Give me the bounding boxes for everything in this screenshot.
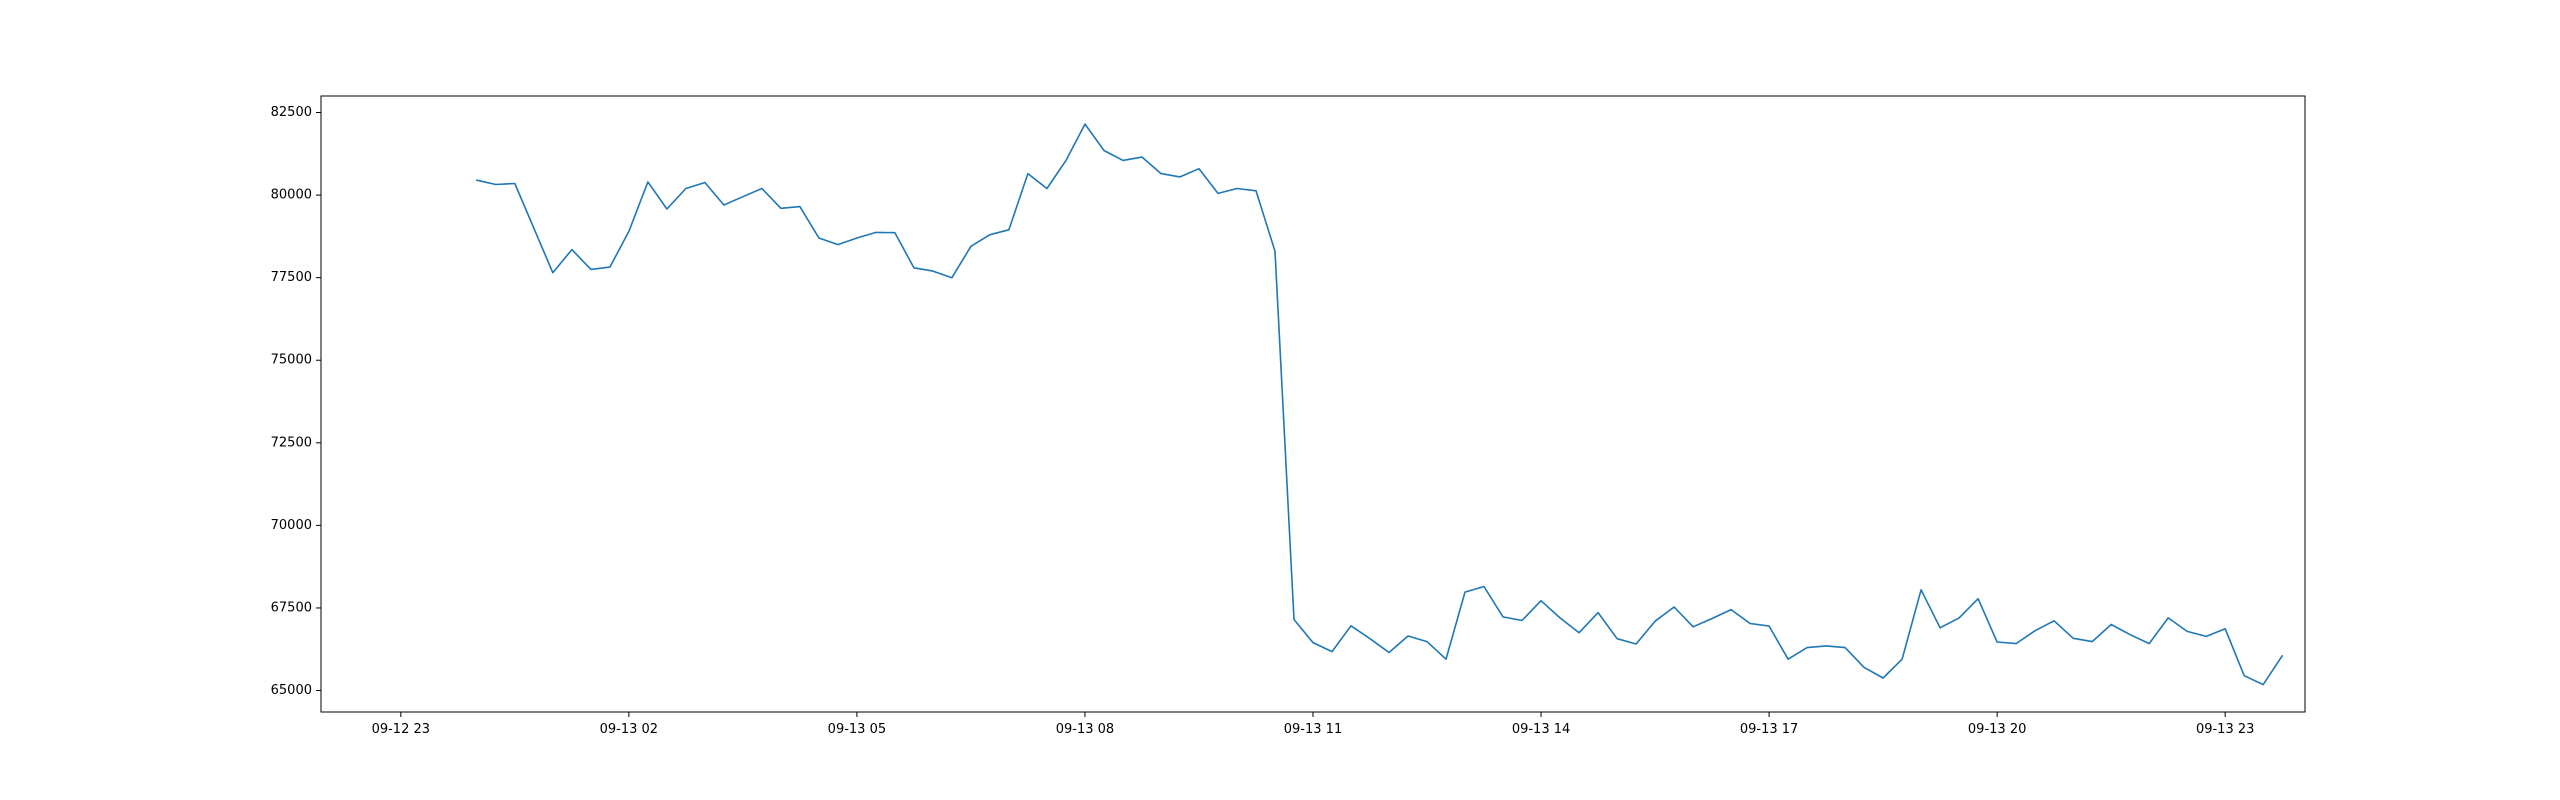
y-tick-label: 65000 xyxy=(271,683,312,698)
x-tick-label: 09-13 05 xyxy=(828,722,886,737)
x-axis-ticks: 09-12 23 09-13 02 09-13 05 09-13 08 09-13 11… xyxy=(372,712,2254,737)
y-tick-label: 70000 xyxy=(271,518,312,533)
x-tick-label: 09-13 23 xyxy=(2196,722,2254,737)
x-tick-label: 09-13 14 xyxy=(1512,722,1570,737)
x-tick-label: 09-13 17 xyxy=(1740,722,1798,737)
y-tick-label: 77500 xyxy=(271,270,312,285)
y-tick-label: 67500 xyxy=(271,600,312,615)
x-tick-label: 09-12 23 xyxy=(372,722,430,737)
x-tick-label: 09-13 02 xyxy=(600,722,658,737)
y-tick-label: 72500 xyxy=(271,435,312,450)
series-line xyxy=(476,123,2283,686)
y-axis-ticks: 65000 67500 70000 72500 75000 77500 80000 82500 xyxy=(271,105,321,698)
x-tick-label: 09-13 11 xyxy=(1284,722,1342,737)
x-tick-label: 09-13 08 xyxy=(1056,722,1114,737)
plot-area-frame xyxy=(320,95,2306,713)
y-tick-label: 80000 xyxy=(271,188,312,203)
x-tick-label: 09-13 20 xyxy=(1968,722,2026,737)
y-tick-label: 82500 xyxy=(271,105,312,120)
y-tick-label: 75000 xyxy=(271,353,312,368)
